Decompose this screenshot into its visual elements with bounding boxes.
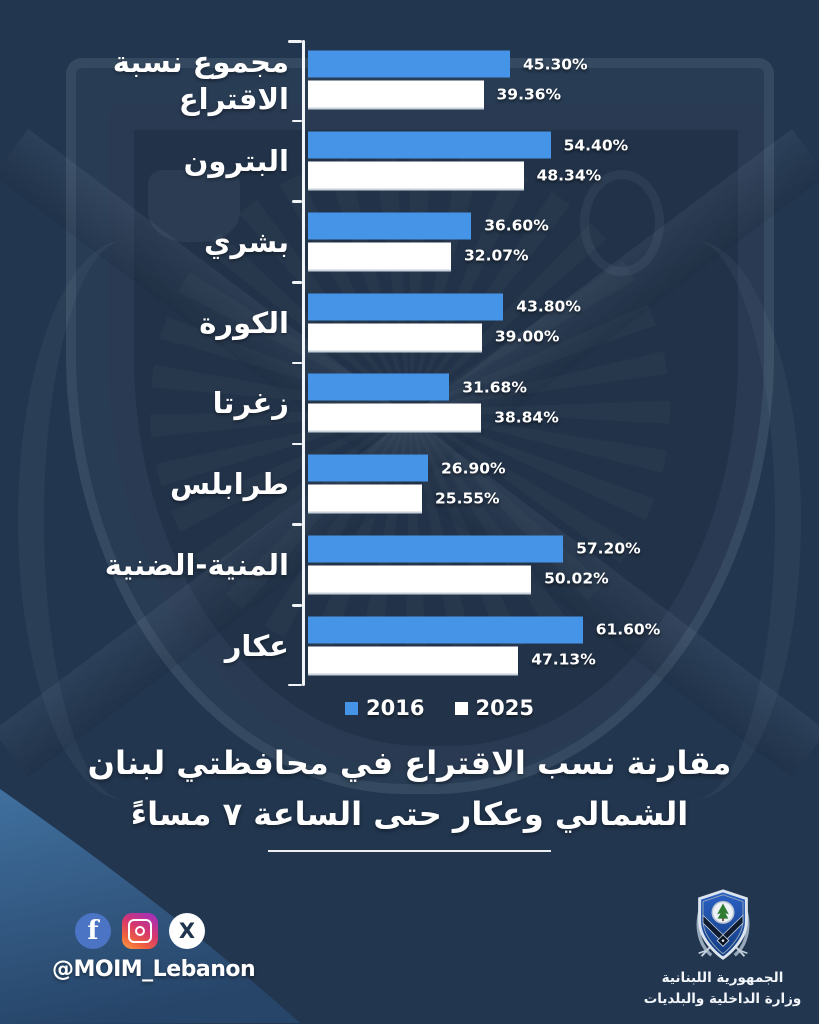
chart-row: عكار 61.60% 47.13%: [0, 605, 819, 686]
chart-rows: مجموع نسبة الاقتراع 45.30% 39.36% البترون 54…: [0, 40, 819, 686]
value-label: 39.00%: [494, 327, 560, 346]
value-label: 61.60%: [595, 620, 661, 639]
value-label: 38.84%: [494, 408, 559, 427]
category-label: مجموع نسبة الاقتراع: [112, 45, 289, 116]
legend-item-2016: 2016: [345, 696, 425, 720]
bar-2016: 31.68%: [308, 373, 527, 401]
social-handle: @MOIM_Lebanon: [52, 957, 256, 982]
value-label: 32.07%: [464, 246, 529, 265]
bar-2016: 43.80%: [308, 293, 581, 321]
instagram-camera-glyph: [128, 919, 152, 943]
bar-2025: 47.13%: [308, 646, 596, 676]
chart-axis: [288, 40, 305, 686]
corner-decoration: [0, 789, 300, 1024]
bar-2016: 36.60%: [308, 212, 549, 240]
bar-2025: 38.84%: [308, 403, 559, 433]
axis-tick: [292, 523, 302, 526]
title-line-1: مقارنة نسب الاقتراع في محافظتي لبنان: [87, 744, 732, 782]
bar-2025: 50.02%: [308, 565, 609, 595]
chart-title: مقارنة نسب الاقتراع في محافظتي لبنان الش…: [0, 738, 819, 853]
axis-tick: [292, 604, 302, 607]
axis-tick: [288, 40, 302, 43]
bar-pair: 31.68% 38.84%: [308, 373, 559, 433]
bar-2016: 57.20%: [308, 535, 641, 563]
category-label: البترون: [183, 144, 289, 178]
bar-2016: 54.40%: [308, 131, 628, 159]
ministry-block: الجمهورية اللبنانية وزارة الداخلية والبل…: [625, 886, 819, 1010]
category-label: طرابلس: [169, 467, 289, 501]
axis-tick: [292, 119, 302, 122]
bar-pair: 36.60% 32.07%: [308, 212, 549, 272]
title-underline: [268, 850, 551, 853]
ministry-logo-icon: [696, 889, 749, 960]
facebook-icon[interactable]: f: [75, 913, 111, 949]
value-label: 45.30%: [523, 55, 588, 74]
legend-item-2025: 2025: [454, 696, 534, 720]
legend-swatch: [345, 701, 359, 715]
value-label: 39.36%: [496, 85, 562, 104]
chart-row: بشري 36.60% 32.07%: [0, 202, 819, 283]
bar-pair: 45.30% 39.36%: [308, 50, 588, 110]
category-label: الكورة: [199, 305, 289, 340]
bar-pair: 61.60% 47.13%: [308, 616, 660, 676]
instagram-icon[interactable]: [122, 913, 158, 949]
axis-tick: [292, 200, 302, 203]
bar-2025: 25.55%: [308, 484, 500, 514]
bar-2016: 61.60%: [308, 616, 660, 644]
chart-legend: 2016 2025: [30, 696, 819, 720]
chart-row: البترون 54.40% 48.34%: [0, 121, 819, 202]
chart-row: الكورة 43.80% 39.00%: [0, 282, 819, 363]
axis-tick: [292, 281, 302, 284]
legend-label: 2025: [475, 696, 534, 720]
value-label: 57.20%: [576, 539, 641, 558]
title-line-2: الشمالي وعكار حتى الساعة ٧ مساءً: [130, 795, 689, 834]
value-label: 47.13%: [531, 650, 596, 669]
x-icon[interactable]: X: [169, 913, 205, 949]
value-label: 48.34%: [536, 166, 602, 185]
category-label: المنية-الضنية: [104, 547, 289, 582]
bar-2025: 39.00%: [308, 323, 559, 353]
value-label: 36.60%: [484, 216, 549, 235]
chart-row: زغرتا 31.68% 38.84%: [0, 363, 819, 444]
bar-2025: 48.34%: [308, 161, 601, 191]
ministry-name: الجمهورية اللبنانية وزارة الداخلية والبل…: [625, 968, 819, 1010]
bar-chart: مجموع نسبة الاقتراع 45.30% 39.36% البترون 54…: [0, 40, 819, 686]
category-label: بشري: [203, 224, 289, 259]
chart-row: المنية-الضنية 57.20% 50.02%: [0, 525, 819, 606]
bar-2025: 32.07%: [308, 242, 529, 272]
ministry-line-2: وزارة الداخلية والبلديات: [643, 990, 802, 1007]
value-label: 25.55%: [435, 489, 500, 508]
bar-2016: 45.30%: [308, 50, 588, 78]
value-label: 50.02%: [544, 569, 609, 588]
bar-pair: 26.90% 25.55%: [308, 454, 506, 514]
category-label: زغرتا: [212, 386, 289, 421]
axis-tick: [292, 442, 302, 445]
legend-swatch: [454, 701, 468, 715]
ministry-line-1: الجمهورية اللبنانية: [661, 970, 784, 986]
value-label: 31.68%: [462, 378, 527, 397]
legend-label: 2016: [366, 696, 425, 720]
value-label: 54.40%: [563, 136, 629, 155]
value-label: 43.80%: [516, 297, 581, 316]
axis-tick: [292, 361, 302, 365]
axis-tick: [288, 683, 302, 686]
bar-2016: 26.90%: [308, 454, 506, 482]
bar-pair: 43.80% 39.00%: [308, 293, 581, 353]
bar-pair: 54.40% 48.34%: [308, 131, 628, 191]
category-label: عكار: [224, 628, 289, 663]
value-label: 26.90%: [441, 459, 506, 478]
bar-2025: 39.36%: [308, 80, 561, 110]
bar-pair: 57.20% 50.02%: [308, 535, 641, 595]
social-icons: f X: [75, 913, 205, 949]
chart-row: مجموع نسبة الاقتراع 45.30% 39.36%: [0, 40, 819, 121]
chart-row: طرابلس 26.90% 25.55%: [0, 444, 819, 525]
